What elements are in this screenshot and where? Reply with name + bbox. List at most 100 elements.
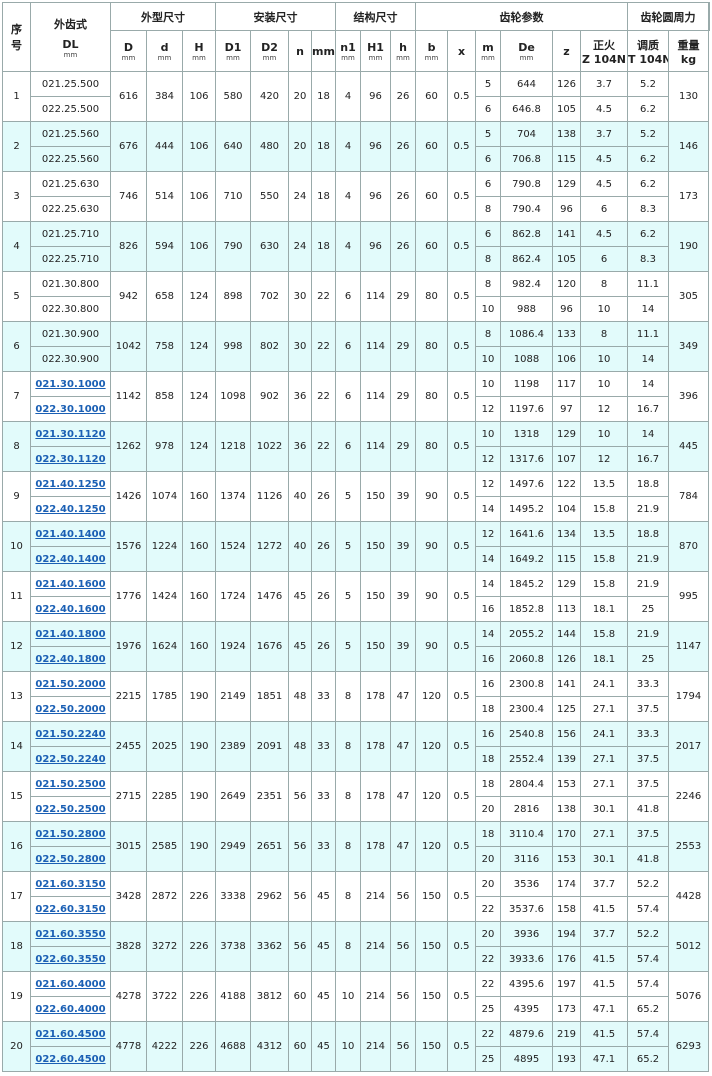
header-text: n — [296, 44, 304, 58]
cell: 480 — [250, 121, 289, 172]
dl-link[interactable]: 022.40.1800 — [35, 653, 106, 665]
dl-link[interactable]: 021.50.2240 — [35, 728, 106, 740]
value: 858 — [154, 391, 175, 402]
cell: 113 — [552, 596, 581, 622]
value: 106 — [189, 191, 209, 202]
dl-link[interactable]: 022.40.1250 — [35, 503, 106, 515]
cell: 41.8 — [627, 796, 669, 822]
dl-link[interactable]: 022.60.3150 — [35, 903, 106, 915]
cell: 57.4 — [627, 946, 669, 972]
cell: 18 — [475, 696, 501, 722]
cell: 8 — [2, 421, 31, 472]
value: 20 — [481, 803, 495, 815]
value: 26 — [317, 541, 330, 552]
cell: 1198 — [500, 371, 553, 397]
value: 6 — [484, 153, 492, 165]
value: 30 — [293, 341, 307, 352]
weight: 870 — [678, 541, 699, 552]
dl-link[interactable]: 021.40.1400 — [35, 528, 106, 540]
dl-link[interactable]: 021.30.1120 — [35, 428, 106, 440]
dl-link[interactable]: 022.50.2500 — [35, 803, 106, 815]
dl-link[interactable]: 021.60.3150 — [35, 878, 106, 890]
dl-link[interactable]: 022.60.4500 — [35, 1053, 106, 1065]
cell: 60 — [415, 171, 448, 222]
value: 1851 — [256, 691, 283, 702]
cell: 420 — [250, 71, 289, 122]
dl-code: 022.30.900 — [41, 353, 100, 365]
cell: 144 — [552, 621, 581, 647]
row-number: 18 — [10, 941, 23, 952]
value: 3933.6 — [509, 953, 544, 965]
cell: 106 — [182, 71, 216, 122]
cell: 106 — [182, 171, 216, 222]
value: 39 — [396, 491, 410, 502]
value: 219 — [556, 1028, 577, 1040]
value: 193 — [556, 1053, 577, 1065]
dl-link[interactable]: 022.50.2000 — [35, 703, 106, 715]
row-number: 10 — [10, 541, 23, 552]
dl-link[interactable]: 021.40.1600 — [35, 578, 106, 590]
value: 52.2 — [636, 928, 660, 940]
cell: 784 — [668, 471, 709, 522]
dl-link[interactable]: 022.60.4000 — [35, 1003, 106, 1015]
cell: 97 — [552, 396, 581, 422]
value: 8 — [344, 891, 352, 902]
value: 18 — [317, 141, 330, 152]
dl-link[interactable]: 021.50.2000 — [35, 678, 106, 690]
cell: 15.8 — [580, 621, 628, 647]
dl-link[interactable]: 022.40.1600 — [35, 603, 106, 615]
header-text: 参考 — [709, 11, 710, 24]
cell: 11.1 — [627, 271, 669, 297]
value: 150 — [365, 541, 386, 552]
dl-link[interactable]: 022.50.2800 — [35, 853, 106, 865]
dl-link[interactable]: 021.50.2800 — [35, 828, 106, 840]
cell: 16 — [2, 821, 31, 872]
value: 0.5 — [453, 891, 470, 902]
cell: 0.5 — [447, 821, 476, 872]
cell: 3.7 — [580, 71, 628, 97]
dl-link[interactable]: 022.40.1400 — [35, 553, 106, 565]
weight: 2017 — [675, 741, 702, 752]
dl-link[interactable]: 022.50.2240 — [35, 753, 106, 765]
value: 1224 — [151, 541, 178, 552]
value: 1576 — [115, 541, 142, 552]
row-number: 4 — [13, 241, 20, 252]
header-unit: mm — [341, 53, 355, 62]
dl-link[interactable]: 022.30.1000 — [35, 403, 106, 415]
value: 158 — [556, 903, 577, 915]
dl-link[interactable]: 021.60.4000 — [35, 978, 106, 990]
value: 47.1 — [592, 1053, 616, 1065]
value: 8 — [344, 741, 352, 752]
dl-link[interactable]: 021.30.1000 — [35, 378, 106, 390]
cell: 126 — [552, 71, 581, 97]
header-unit: mm — [192, 53, 206, 62]
data-row: 20 021.60.4500 4778 4222 226 4688 4312 60 45 10 21… — [2, 1021, 710, 1072]
cell: 4 — [335, 121, 361, 172]
dl-link[interactable]: 021.60.3550 — [35, 928, 106, 940]
cell: 80 — [415, 271, 448, 322]
cell: 56 — [390, 871, 416, 922]
data-row: 022.60.3150 22 3537.6 158 41.5 57.4 — [3, 896, 710, 922]
dl-link[interactable]: 021.40.1800 — [35, 628, 106, 640]
cell: 0.5 — [447, 221, 476, 272]
cell: 90 — [415, 571, 448, 622]
value: 8 — [484, 278, 492, 290]
cell: 4.5 — [580, 221, 628, 247]
dl-link[interactable]: 022.60.3550 — [35, 953, 106, 965]
dl-link[interactable]: 021.40.1250 — [35, 478, 106, 490]
cell: 594 — [146, 221, 183, 272]
dl-link[interactable]: 022.30.1120 — [35, 453, 106, 465]
dl-link[interactable]: 021.60.4500 — [35, 1028, 106, 1040]
cell: 4428 — [668, 871, 709, 922]
cell: 115 — [552, 146, 581, 172]
cell: 1 — [2, 71, 31, 122]
cell: 122 — [552, 471, 581, 497]
value: 0.5 — [453, 341, 470, 352]
value: 57.4 — [636, 1028, 660, 1040]
dl-link[interactable]: 021.50.2500 — [35, 778, 106, 790]
value: 4 — [344, 141, 352, 152]
data-row: 022.25.560 6 706.8 115 4.5 6.2 — [3, 146, 710, 172]
cell: 153 — [552, 771, 581, 797]
cell: 862.4 — [500, 246, 553, 272]
